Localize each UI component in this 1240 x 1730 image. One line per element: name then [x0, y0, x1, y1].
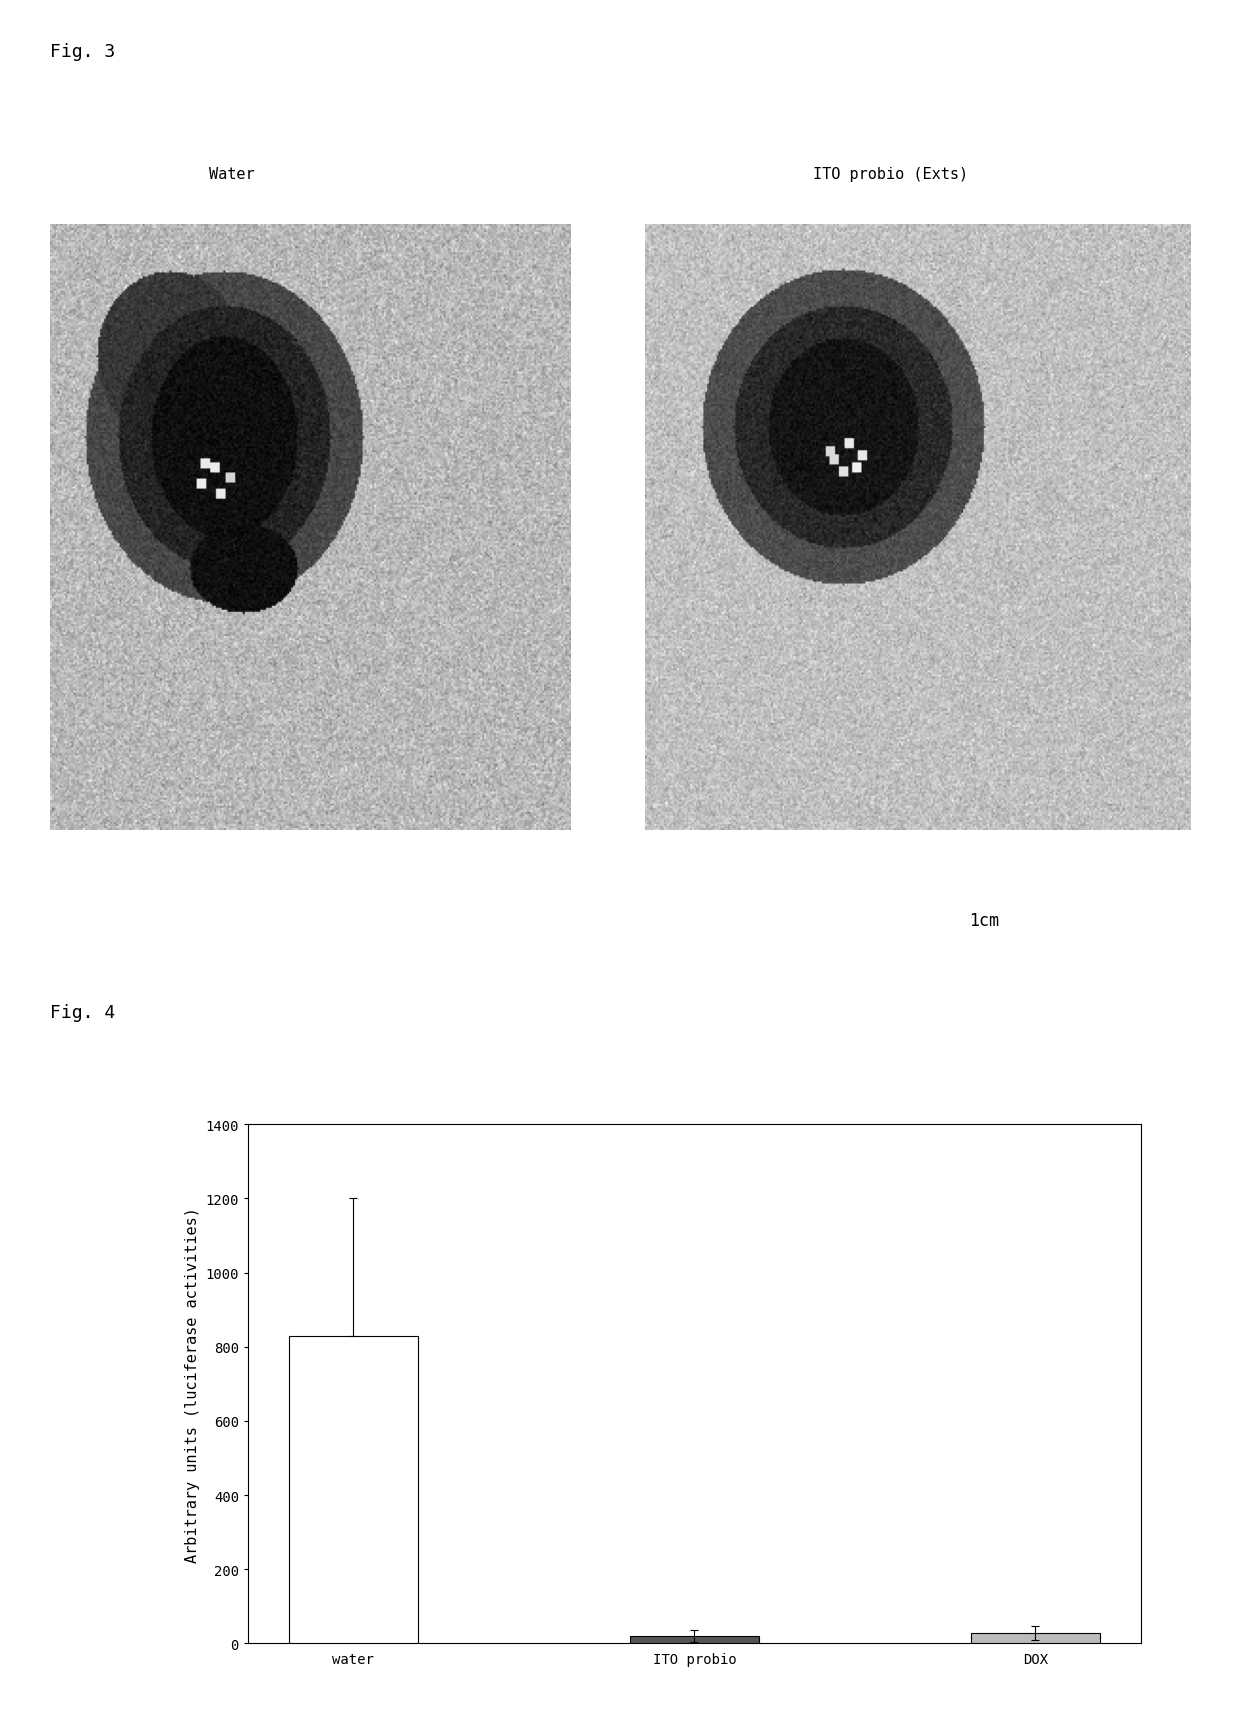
Text: Fig. 3: Fig. 3 — [50, 43, 115, 61]
Bar — [289, 1336, 418, 1643]
Y-axis label: Arbitrary units (luciferase activities): Arbitrary units (luciferase activities) — [185, 1206, 200, 1562]
Text: Water: Water — [210, 166, 254, 182]
Text: Fig. 4: Fig. 4 — [50, 1003, 115, 1021]
Bar — [630, 1637, 759, 1644]
Text: 1cm: 1cm — [970, 912, 999, 929]
Text: ITO probio (Exts): ITO probio (Exts) — [812, 166, 968, 182]
Bar — [971, 1633, 1100, 1644]
